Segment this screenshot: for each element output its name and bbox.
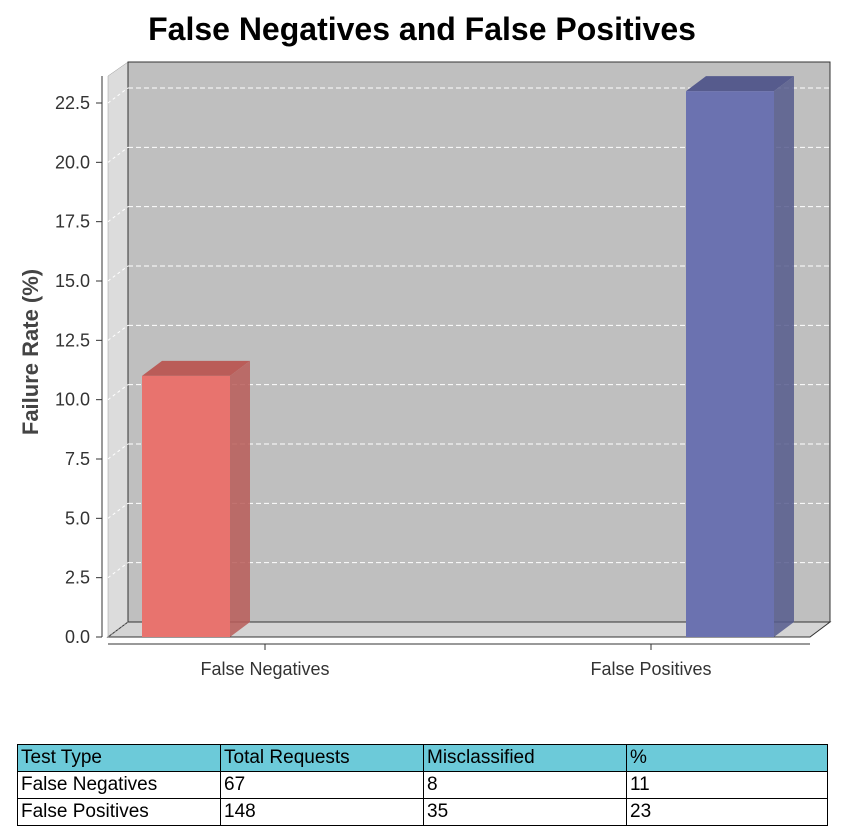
y-tick-label: 0.0	[65, 627, 90, 647]
bar-top	[142, 360, 250, 376]
y-tick-label: 2.5	[65, 568, 90, 588]
grid-line	[107, 324, 129, 341]
floor-dots	[107, 621, 129, 638]
table-header-misclassified: Misclassified	[423, 744, 627, 772]
table-header-test-type: Test Type	[17, 744, 221, 772]
bar-false-negatives	[142, 360, 250, 637]
grid-line	[107, 384, 129, 401]
table-cell: 8	[423, 771, 627, 799]
bar-false-positives	[686, 76, 794, 638]
grid-line	[107, 87, 129, 104]
table-row: False Positives 148 35 23	[17, 798, 828, 826]
grid-line	[107, 146, 129, 163]
grid-line	[107, 502, 129, 519]
table-cell: False Negatives	[17, 771, 221, 799]
y-tick-label: 17.5	[55, 212, 90, 232]
grid-line	[107, 265, 129, 282]
x-tick-label: False Positives	[590, 659, 711, 679]
bar-side	[230, 360, 250, 637]
data-table: Test Type Total Requests Misclassified %…	[17, 744, 828, 826]
y-axis-label: Failure Rate (%)	[18, 269, 43, 435]
table-cell: 23	[626, 798, 828, 826]
x-ticks: False Negatives False Positives	[200, 644, 712, 679]
side-wall	[107, 61, 129, 638]
table-cell: 11	[626, 771, 828, 799]
table-row: False Negatives 67 8 11	[17, 771, 828, 799]
bar-chart: False Negatives and False Positives Fail…	[18, 11, 832, 679]
grid-line	[107, 206, 129, 223]
y-tick-label: 12.5	[55, 330, 90, 350]
y-tick-label: 22.5	[55, 93, 90, 113]
y-tick-label: 7.5	[65, 449, 90, 469]
bars	[142, 76, 794, 638]
bar-front	[686, 91, 774, 638]
y-tick-label: 15.0	[55, 271, 90, 291]
y-tick-label: 10.0	[55, 390, 90, 410]
x-tick-label: False Negatives	[200, 659, 329, 679]
y-tick-label: 5.0	[65, 508, 90, 528]
y-ticks: 0.0 2.5 5.0 7.5 10.0 12.5 15.0 17.5 20.0 22.5	[55, 93, 102, 647]
bar-side	[774, 76, 794, 638]
grid-line	[107, 562, 129, 579]
table-header-percent: %	[626, 744, 828, 772]
table-header-total-requests: Total Requests	[220, 744, 424, 772]
y-tick-label: 20.0	[55, 152, 90, 172]
table-cell: 67	[220, 771, 424, 799]
table-header-row: Test Type Total Requests Misclassified %	[17, 744, 828, 772]
bar-top	[686, 76, 794, 92]
table-cell: False Positives	[17, 798, 221, 826]
chart-title: False Negatives and False Positives	[148, 11, 696, 47]
table-cell: 148	[220, 798, 424, 826]
bar-front	[142, 375, 230, 637]
grid-line	[107, 443, 129, 460]
table-cell: 35	[423, 798, 627, 826]
